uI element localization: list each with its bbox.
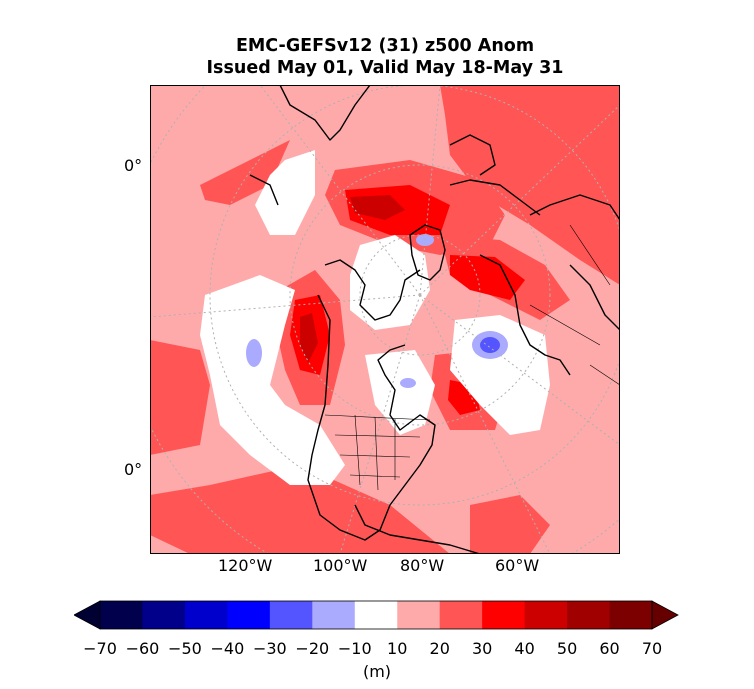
lat-label-bottom: 0° xyxy=(124,460,143,479)
colorbar-tick-label: −30 xyxy=(252,639,287,658)
colorbar-tick-label: −20 xyxy=(295,639,330,658)
colorbar-bin xyxy=(312,601,356,629)
colorbar-bin xyxy=(567,601,611,629)
colorbar-tick-label: −60 xyxy=(125,639,160,658)
colorbar xyxy=(74,600,679,630)
colorbar-units: (m) xyxy=(362,662,392,681)
map-frame xyxy=(150,85,620,554)
colorbar-bin xyxy=(482,601,526,629)
map-graticule xyxy=(150,85,620,554)
coastlines xyxy=(249,85,620,554)
chart-title-line1: EMC-GEFSv12 (31) z500 Anom xyxy=(235,36,535,56)
colorbar-bin xyxy=(142,601,186,629)
colorbar-tick-label: 40 xyxy=(514,639,535,658)
colorbar-tick-label: 30 xyxy=(471,639,493,658)
colorbar-tick-label: 20 xyxy=(429,639,450,658)
lat-label-top: 0° xyxy=(124,156,143,175)
colorbar-tick-label: −40 xyxy=(210,639,245,658)
colorbar-frame xyxy=(99,600,653,630)
colorbar-bin xyxy=(269,601,313,629)
political-borders xyxy=(324,224,620,491)
colorbar-tick-label: 10 xyxy=(387,639,408,658)
lon-label-120w: 120°W xyxy=(218,556,273,575)
chart-title-line2: Issued May 01, Valid May 18-May 31 xyxy=(206,58,564,78)
colorbar-tick-label: −70 xyxy=(83,639,117,658)
colorbar-bin xyxy=(100,601,143,629)
colorbar-bin xyxy=(184,601,228,629)
lon-label-80w: 80°W xyxy=(400,556,445,575)
anomaly-near-zero-regions xyxy=(200,150,550,485)
lon-label-100w: 100°W xyxy=(313,556,368,575)
colorbar-tick-label: 70 xyxy=(641,639,663,658)
colorbar-over-arrow xyxy=(651,600,679,630)
colorbar-tick-label: −10 xyxy=(337,639,372,658)
anomaly-map xyxy=(150,85,620,554)
colorbar-bin xyxy=(227,601,271,629)
lon-label-60w: 60°W xyxy=(495,556,540,575)
colorbar-tick-label: 50 xyxy=(556,639,578,658)
colorbar-under-arrow xyxy=(74,600,101,630)
colorbar-bin xyxy=(397,601,441,629)
colorbar-bin xyxy=(609,601,653,629)
colorbar-bin xyxy=(354,601,398,629)
map-panel xyxy=(150,85,620,554)
colorbar-tick-label: −50 xyxy=(168,639,202,658)
anomaly-40-50-regions xyxy=(300,195,405,363)
colorbar-bin xyxy=(439,601,483,629)
colorbar-tick-label: 60 xyxy=(599,639,620,658)
colorbar-bin xyxy=(524,601,568,629)
